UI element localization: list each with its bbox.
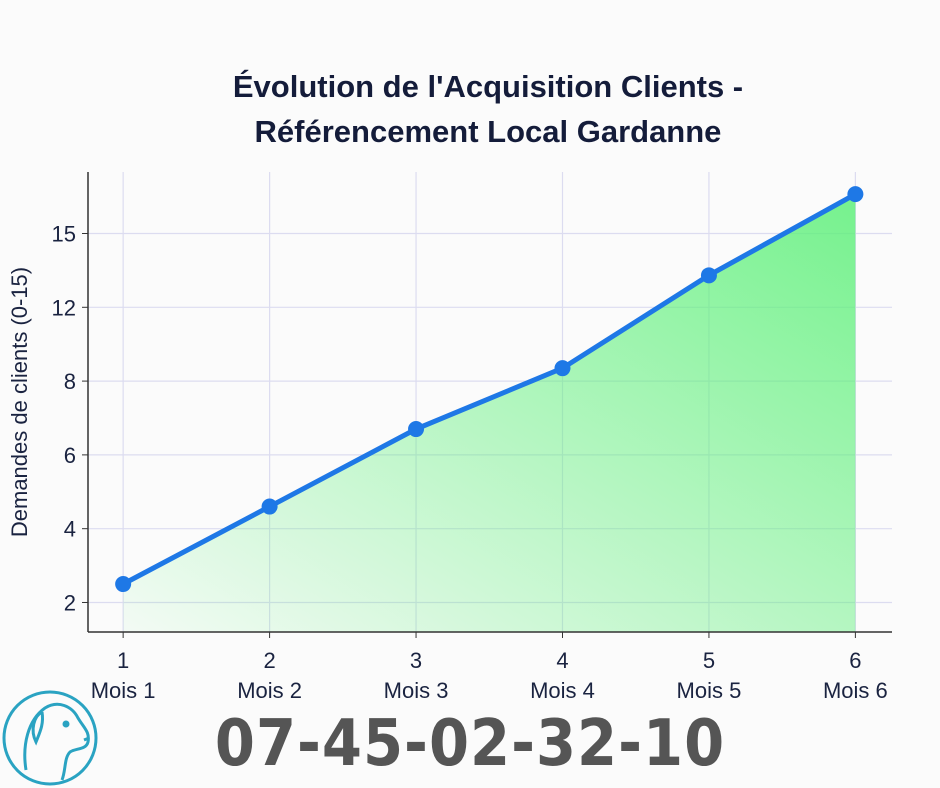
y-tick-label: 6: [64, 443, 76, 468]
point: [261, 498, 278, 515]
x-category-label: Mois 4: [530, 678, 595, 703]
x-category-label: Mois 2: [237, 678, 302, 703]
logo: [2, 690, 98, 786]
line: [121, 191, 857, 587]
y-tick-label: 15: [52, 221, 76, 246]
point: [700, 267, 717, 284]
chart-title: Référencement Local Gardanne: [255, 114, 722, 149]
x-category-label: Mois 3: [384, 678, 449, 703]
x-tick-label: 5: [703, 648, 715, 673]
area: [123, 194, 856, 632]
point: [115, 576, 132, 593]
x-category-label: Mois 1: [91, 678, 156, 703]
x-tick-label: 2: [263, 648, 275, 673]
y-tick-label: 2: [64, 590, 76, 615]
x-tick-label: 1: [117, 648, 129, 673]
x-tick-label: 4: [556, 648, 568, 673]
x-tick-label: 6: [849, 648, 861, 673]
y-tick-label: 4: [64, 517, 76, 542]
x-category-label: Mois 5: [677, 678, 742, 703]
chart-title: Évolution de l'Acquisition Clients -: [233, 69, 743, 104]
point: [554, 360, 571, 377]
y-axis-label: Demandes de clients (0-15): [7, 267, 32, 537]
x-category-label: Mois 6: [823, 678, 888, 703]
point: [408, 421, 425, 438]
y-tick-label: 8: [64, 369, 76, 394]
y-tick-label: 12: [52, 295, 76, 320]
x-tick-label: 3: [410, 648, 422, 673]
point: [847, 186, 864, 203]
phone-number: 07-45-02-32-10: [215, 707, 725, 781]
